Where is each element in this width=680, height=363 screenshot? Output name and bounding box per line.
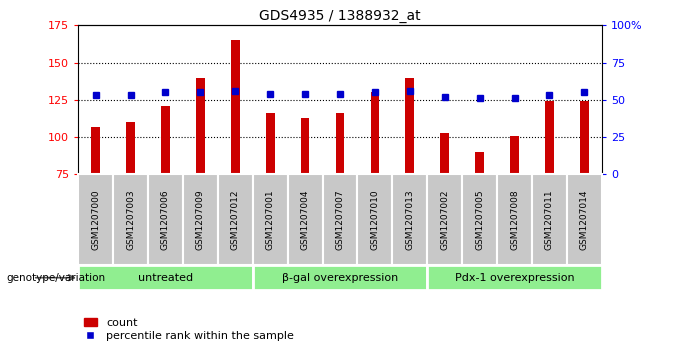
Bar [113, 174, 148, 265]
Bar [126, 122, 135, 174]
Bar [161, 106, 170, 174]
Text: GSM1207010: GSM1207010 [371, 189, 379, 250]
Bar [231, 40, 239, 174]
Bar [196, 77, 205, 174]
Bar [532, 174, 567, 265]
Bar [322, 174, 358, 265]
Text: GSM1207006: GSM1207006 [161, 189, 170, 250]
Bar [405, 77, 414, 174]
Text: untreated: untreated [138, 273, 193, 283]
Text: GSM1207012: GSM1207012 [231, 189, 240, 250]
Bar [288, 174, 322, 265]
Title: GDS4935 / 1388932_at: GDS4935 / 1388932_at [259, 9, 421, 23]
Bar [78, 174, 113, 265]
Bar [253, 265, 427, 290]
Legend: count, percentile rank within the sample: count, percentile rank within the sample [84, 318, 294, 341]
Bar [148, 174, 183, 265]
Text: GSM1207014: GSM1207014 [580, 189, 589, 250]
Bar [266, 113, 275, 174]
Bar [336, 113, 344, 174]
Bar [427, 265, 602, 290]
Bar [91, 127, 100, 174]
Text: GSM1207008: GSM1207008 [510, 189, 519, 250]
Bar [567, 174, 602, 265]
Text: genotype/variation: genotype/variation [7, 273, 106, 283]
Text: β-gal overexpression: β-gal overexpression [282, 273, 398, 283]
Bar [497, 174, 532, 265]
Bar [392, 174, 427, 265]
Text: GSM1207013: GSM1207013 [405, 189, 414, 250]
Bar [371, 92, 379, 174]
Bar [441, 132, 449, 174]
Text: GSM1207011: GSM1207011 [545, 189, 554, 250]
Bar [475, 152, 484, 174]
Bar [427, 174, 462, 265]
Text: GSM1207009: GSM1207009 [196, 189, 205, 250]
Bar [462, 174, 497, 265]
Text: GSM1207000: GSM1207000 [91, 189, 100, 250]
Text: GSM1207007: GSM1207007 [335, 189, 345, 250]
Text: GSM1207002: GSM1207002 [440, 189, 449, 250]
Bar [218, 174, 253, 265]
Text: GSM1207001: GSM1207001 [266, 189, 275, 250]
Bar [545, 101, 554, 174]
Text: Pdx-1 overexpression: Pdx-1 overexpression [455, 273, 575, 283]
Bar [183, 174, 218, 265]
Text: GSM1207004: GSM1207004 [301, 189, 309, 250]
Text: GSM1207005: GSM1207005 [475, 189, 484, 250]
Bar [78, 265, 253, 290]
Bar [510, 135, 519, 174]
Bar [358, 174, 392, 265]
Text: GSM1207003: GSM1207003 [126, 189, 135, 250]
Bar [301, 118, 309, 174]
Bar [580, 101, 589, 174]
Bar [253, 174, 288, 265]
